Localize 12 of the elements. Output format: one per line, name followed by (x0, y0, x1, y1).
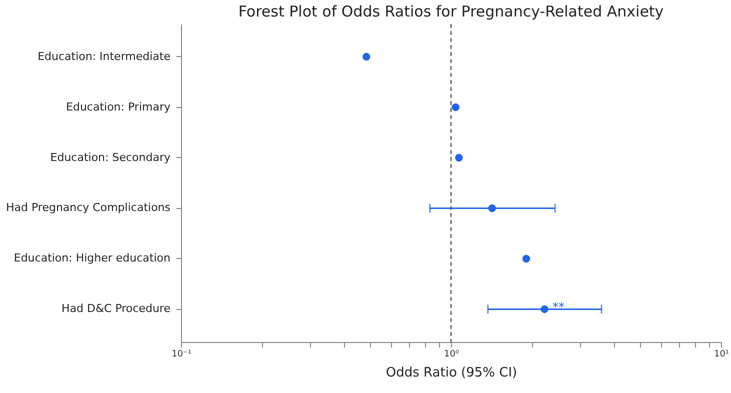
x-tick-label: 10⁻¹ (172, 350, 192, 360)
y-tick-label: Education: Intermediate (38, 50, 171, 63)
y-tick-label: Education: Secondary (50, 150, 171, 164)
y-tick-label: Education: Higher education (14, 252, 171, 265)
x-axis-title: Odds Ratio (95% CI) (386, 366, 518, 380)
y-tick-label: Education: Primary (66, 100, 171, 114)
x-tick-label: 10⁰ (444, 350, 460, 360)
y-tick-label: Had D&C Procedure (62, 302, 171, 316)
chart-title: Forest Plot of Odds Ratios for Pregnancy-Related Anxiety (238, 2, 664, 20)
y-tick-label: Had Pregnancy Complications (6, 201, 171, 214)
x-tick-label: 10¹ (714, 350, 730, 360)
annotation: ** (552, 300, 565, 314)
